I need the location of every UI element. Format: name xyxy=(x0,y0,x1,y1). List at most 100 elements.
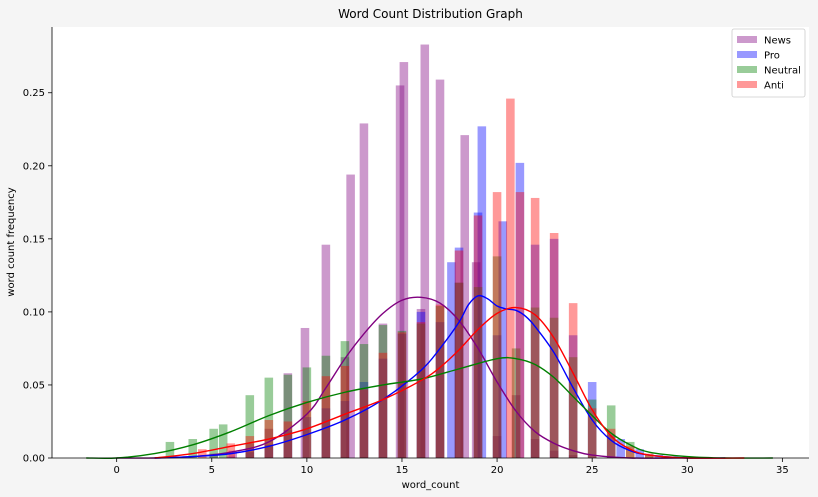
bar-news-14 xyxy=(416,308,426,458)
legend-label-pro: Pro xyxy=(764,51,780,62)
bar-pro-18 xyxy=(515,162,525,458)
bar-anti-21 xyxy=(587,408,597,458)
bar-neutral-16 xyxy=(473,287,483,458)
legend-swatch-neutral xyxy=(737,66,757,73)
y-axis-title: word count frequency xyxy=(6,187,17,296)
bar-news-20 xyxy=(492,436,502,458)
bar-neutral-9 xyxy=(340,341,350,458)
bar-pro-11 xyxy=(435,322,445,458)
x-tick-label-15: 15 xyxy=(396,465,409,476)
bar-anti-23 xyxy=(625,446,635,458)
bar-anti-0 xyxy=(197,449,207,458)
x-tick-label-35: 35 xyxy=(776,465,789,476)
legend-label-news: News xyxy=(764,36,791,47)
x-tick-label-10: 10 xyxy=(301,465,314,476)
legend-label-neutral: Neutral xyxy=(764,66,801,77)
bar-pro-19 xyxy=(530,244,540,458)
y-tick-label-0: 0.00 xyxy=(23,454,45,465)
bar-news-5 xyxy=(283,373,293,458)
bar-anti-1 xyxy=(226,443,236,458)
bar-neutral-23 xyxy=(606,405,616,458)
bar-pro-15 xyxy=(477,126,487,458)
bar-pro-1 xyxy=(245,452,255,458)
bar-neutral-12 xyxy=(397,330,407,458)
bar-neutral-8 xyxy=(321,355,331,458)
bar-news-12 xyxy=(395,85,405,458)
legend: News Pro Neutral Anti xyxy=(731,28,806,98)
bar-pro-24 xyxy=(616,439,625,458)
bar-pro-9 xyxy=(397,333,407,458)
legend-label-anti: Anti xyxy=(764,81,784,92)
legend-swatch-pro xyxy=(737,51,757,58)
bar-news-8 xyxy=(340,357,350,458)
bar-neutral-19 xyxy=(530,307,540,458)
bar-neutral-7 xyxy=(302,367,312,458)
bar-pro-17 xyxy=(498,221,508,458)
bar-news-6 xyxy=(300,327,310,458)
bar-news-2 xyxy=(228,450,237,458)
axes-layer: 0 5 10 15 20 25 30 35 0.00 0.05 0.10 0.15 0.20 0.25 xyxy=(23,27,809,476)
x-tick-label-25: 25 xyxy=(586,465,599,476)
bar-news-24 xyxy=(568,455,578,458)
bar-neutral-10 xyxy=(359,344,369,458)
bar-anti-7 xyxy=(340,365,350,458)
bars-layer xyxy=(165,44,664,459)
bar-anti-16 xyxy=(506,98,515,458)
bar-neutral-11 xyxy=(378,325,388,458)
kde-line-pro xyxy=(154,294,726,459)
bar-anti-24 xyxy=(644,453,654,458)
bar-pro-7 xyxy=(359,382,369,458)
bar-news-22 xyxy=(530,439,540,458)
x-tick-label-20: 20 xyxy=(491,465,504,476)
bar-neutral-21 xyxy=(568,357,578,458)
bar-pro-23 xyxy=(606,434,616,458)
bar-news-9 xyxy=(346,174,355,458)
bar-anti-10 xyxy=(397,332,407,458)
bar-neutral-1 xyxy=(188,439,198,458)
bar-news-16 xyxy=(435,79,445,458)
bar-anti-12 xyxy=(435,304,445,458)
kde-line-news xyxy=(116,296,688,459)
bar-news-15 xyxy=(420,44,430,458)
bar-anti-22 xyxy=(606,428,616,458)
bar-neutral-17 xyxy=(492,256,502,458)
bar-neutral-25 xyxy=(644,455,654,458)
bar-anti-14 xyxy=(473,215,483,458)
bar-neutral-14 xyxy=(435,306,445,458)
bar-anti-9 xyxy=(378,352,388,458)
bar-pro-2 xyxy=(264,444,274,458)
bar-anti-18 xyxy=(530,197,540,458)
bar-news-11 xyxy=(378,323,388,458)
bar-anti-4 xyxy=(283,421,293,458)
bar-pro-4 xyxy=(302,417,312,458)
bar-pro-13 xyxy=(454,247,464,458)
legend-swatch-news xyxy=(737,36,757,43)
bar-neutral-20 xyxy=(549,317,559,458)
bar-neutral-3 xyxy=(218,424,228,458)
bar-news-7 xyxy=(321,244,331,458)
bar-pro-5 xyxy=(321,408,331,458)
bar-neutral-4 xyxy=(245,395,255,458)
bar-pro-6 xyxy=(340,401,350,458)
bar-pro-20 xyxy=(549,238,559,458)
bar-news-19 xyxy=(471,262,481,458)
legend-box xyxy=(731,28,806,98)
y-tick-label-3: 0.15 xyxy=(23,234,45,245)
bar-neutral-18 xyxy=(511,348,521,458)
kde-line-neutral xyxy=(86,356,773,460)
y-tick-label-1: 0.05 xyxy=(23,380,45,391)
x-tick-label-5: 5 xyxy=(209,465,215,476)
bar-news-13 xyxy=(399,62,409,459)
bar-neutral-6 xyxy=(283,374,293,458)
bar-anti-6 xyxy=(321,376,331,458)
bar-neutral-15 xyxy=(454,282,464,458)
bar-neutral-5 xyxy=(264,377,274,458)
bar-pro-12 xyxy=(447,262,456,458)
bar-pro-3 xyxy=(283,430,293,458)
x-tick-label-30: 30 xyxy=(681,465,694,476)
y-tick-label-2: 0.10 xyxy=(23,307,45,318)
bar-anti-13 xyxy=(454,250,464,458)
x-axis-title: word_count xyxy=(402,480,460,491)
bar-news-23 xyxy=(549,450,559,458)
